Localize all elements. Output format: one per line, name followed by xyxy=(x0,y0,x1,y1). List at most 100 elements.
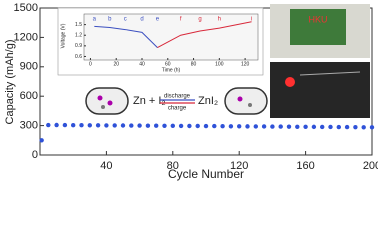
point xyxy=(228,124,234,129)
x-tick-label: 40 xyxy=(139,61,145,67)
point xyxy=(154,123,159,128)
point-label: c xyxy=(124,17,127,23)
y-tick-label: 600 xyxy=(20,90,38,102)
inset-plot xyxy=(83,13,259,61)
point xyxy=(286,124,292,129)
point-label: e xyxy=(156,17,160,23)
point xyxy=(95,123,101,128)
led-board xyxy=(290,9,346,45)
point xyxy=(46,122,51,128)
point xyxy=(344,124,350,130)
point xyxy=(203,123,209,129)
product: ZnI₂ xyxy=(198,95,218,107)
y-tick-label: 0.9 xyxy=(75,43,82,49)
y-tick-label: 1.5 xyxy=(75,22,82,28)
reactants: Zn + I₂ xyxy=(133,95,166,107)
point xyxy=(361,125,366,130)
photo-top: HKU xyxy=(270,4,370,58)
point xyxy=(129,123,134,128)
point-label: d xyxy=(140,17,143,23)
y-tick-label: 900 xyxy=(20,61,38,73)
led xyxy=(285,77,295,87)
x-tick-label: 60 xyxy=(165,61,171,67)
point xyxy=(87,123,93,128)
point xyxy=(212,123,217,129)
x-tick-label: 0 xyxy=(89,61,92,67)
point xyxy=(71,123,76,128)
photo xyxy=(270,62,370,118)
point xyxy=(120,123,126,128)
point xyxy=(237,124,242,129)
point-label: b xyxy=(108,17,112,23)
point-label: h xyxy=(218,17,221,23)
y-tick-label: 1200 xyxy=(14,31,38,43)
point xyxy=(195,123,200,129)
photo-text: HKU xyxy=(308,14,327,24)
point-label: g xyxy=(198,17,201,23)
point xyxy=(311,124,317,130)
point xyxy=(162,123,167,128)
point xyxy=(328,124,333,130)
point xyxy=(336,124,341,130)
x-tick-label: 100 xyxy=(215,61,224,67)
point xyxy=(62,122,68,128)
point-label: f xyxy=(180,17,182,23)
x-tick-label: 40 xyxy=(100,160,112,172)
reverse-label: charge xyxy=(168,106,187,112)
point xyxy=(245,124,250,129)
battery-left xyxy=(85,87,129,115)
point xyxy=(137,123,142,128)
point xyxy=(320,124,325,130)
point xyxy=(170,123,175,128)
capsule xyxy=(224,87,268,115)
ion xyxy=(101,105,105,109)
x-tick-label: 200 xyxy=(363,160,378,172)
x-axis-label: Cycle Number xyxy=(168,167,244,181)
y-tick-label: 0 xyxy=(32,149,38,161)
y-tick-label: 300 xyxy=(20,120,38,132)
y-tick-label: 1500 xyxy=(14,2,38,14)
point xyxy=(220,123,225,129)
point xyxy=(270,124,275,129)
x-tick-label: 160 xyxy=(296,160,314,172)
ion xyxy=(97,95,103,101)
ion xyxy=(248,103,252,107)
x-tick-label: 120 xyxy=(230,160,248,172)
point-label: i xyxy=(251,17,252,23)
y-axis-label: Capacity (mAh/g) xyxy=(4,40,16,125)
ion xyxy=(237,96,243,102)
point xyxy=(369,125,375,130)
point xyxy=(145,123,151,128)
inset-x-label: Time (h) xyxy=(162,67,181,73)
photo-bottom xyxy=(270,62,370,118)
point xyxy=(54,122,59,128)
voltage-line xyxy=(157,21,252,49)
point xyxy=(178,123,184,129)
wire xyxy=(299,71,361,76)
x-tick-label: 20 xyxy=(113,61,119,67)
point xyxy=(278,124,283,129)
point xyxy=(187,123,192,129)
point xyxy=(253,124,258,129)
voltage-line xyxy=(94,25,158,48)
point-label: a xyxy=(93,17,97,23)
y-tick-label: 1.2 xyxy=(75,33,82,39)
x-tick-label: 120 xyxy=(241,61,250,67)
point xyxy=(112,123,117,128)
point xyxy=(39,138,44,143)
capsule xyxy=(85,87,129,115)
x-tick-label: 80 xyxy=(167,160,179,172)
chart: Capacity (mAh/g) Cycle Number 0300600900… xyxy=(4,2,378,181)
y-tick-label: 0.6 xyxy=(75,54,82,60)
point xyxy=(79,123,84,128)
point xyxy=(303,124,308,129)
ion xyxy=(107,100,113,106)
x-tick-label: 80 xyxy=(191,61,197,67)
point xyxy=(261,124,267,129)
forward-label: discharge xyxy=(164,94,191,100)
battery-right xyxy=(224,87,268,115)
point xyxy=(353,124,358,130)
point xyxy=(104,123,109,128)
point xyxy=(295,124,300,129)
inset-y-label: Voltage (V) xyxy=(60,23,66,48)
